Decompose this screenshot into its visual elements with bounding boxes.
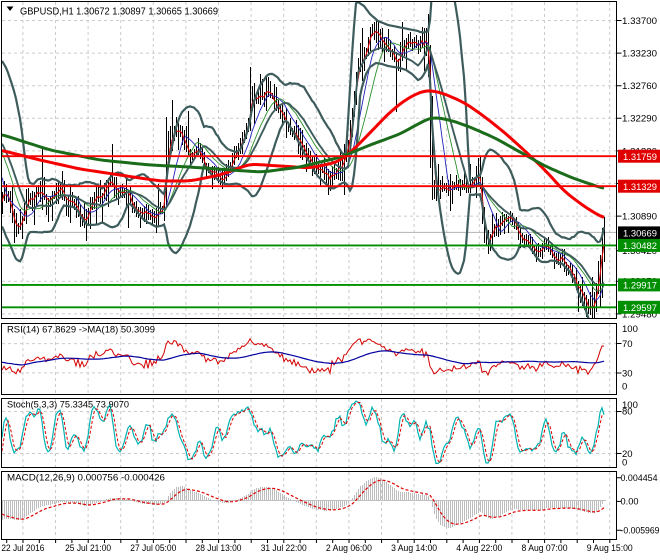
svg-text:1.33700: 1.33700 [622, 16, 657, 27]
svg-text:GBPUSD,H1 1.30672 1.30897 1.3: GBPUSD,H1 1.30672 1.30897 1.30665 1.3066… [20, 7, 218, 18]
svg-text:100: 100 [622, 400, 638, 411]
svg-text:RSI(14) 67.8629 ->MA(18) 50.3: RSI(14) 67.8629 ->MA(18) 50.3099 [7, 325, 155, 335]
svg-text:100: 100 [622, 324, 638, 335]
svg-text:31 Jul 22:00: 31 Jul 22:00 [261, 543, 307, 553]
svg-text:9 Aug 15:00: 9 Aug 15:00 [587, 543, 633, 553]
svg-text:30: 30 [622, 368, 633, 379]
svg-text:0: 0 [622, 457, 627, 468]
svg-text:-0.005969: -0.005969 [621, 526, 660, 537]
svg-text:1.29917: 1.29917 [623, 281, 657, 292]
svg-text:25 Jul 21:00: 25 Jul 21:00 [65, 543, 111, 553]
svg-text:Stoch(5,3,3) 75.3345 73.9070: Stoch(5,3,3) 75.3345 73.9070 [7, 400, 129, 410]
svg-text:8 Aug 07:00: 8 Aug 07:00 [522, 543, 568, 553]
svg-text:1.33230: 1.33230 [622, 49, 657, 60]
svg-text:1.30669: 1.30669 [623, 229, 657, 240]
svg-text:20: 20 [622, 449, 633, 460]
svg-text:1.31329: 1.31329 [623, 182, 657, 193]
svg-text:4 Aug 22:00: 4 Aug 22:00 [456, 543, 502, 553]
svg-text:1.30482: 1.30482 [623, 241, 657, 252]
svg-text:0.00: 0.00 [621, 497, 639, 508]
svg-text:70: 70 [622, 339, 633, 350]
svg-text:80: 80 [622, 406, 633, 417]
svg-text:3 Aug 14:00: 3 Aug 14:00 [391, 543, 437, 553]
svg-text:0: 0 [622, 381, 627, 392]
svg-text:1.29597: 1.29597 [623, 303, 657, 314]
svg-text:MACD(12,26,9) 0.000756 -0.0004: MACD(12,26,9) 0.000756 -0.000426 [7, 473, 165, 483]
svg-text:28 Jul 13:00: 28 Jul 13:00 [196, 543, 242, 553]
svg-text:1.32760: 1.32760 [622, 81, 657, 92]
svg-text:1.29480: 1.29480 [622, 309, 657, 320]
svg-text:2 Aug 06:00: 2 Aug 06:00 [326, 543, 372, 553]
svg-text:27 Jul 05:00: 27 Jul 05:00 [130, 543, 176, 553]
svg-text:1.31759: 1.31759 [623, 152, 657, 163]
svg-text:1.32290: 1.32290 [622, 114, 657, 125]
svg-text:22 Jul 2016: 22 Jul 2016 [1, 543, 44, 553]
svg-text:1.30890: 1.30890 [622, 212, 657, 223]
svg-text:0.004454: 0.004454 [621, 473, 658, 484]
